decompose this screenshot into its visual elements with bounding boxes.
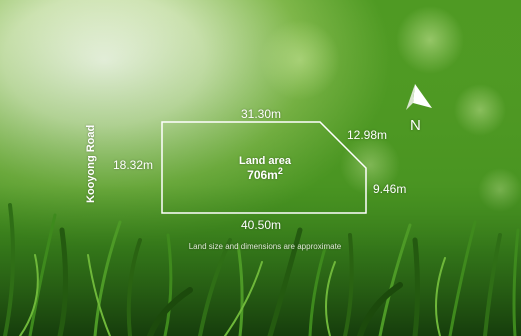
road-name: Kooyong Road [85,124,97,203]
dimension-top: 31.30m [241,107,282,121]
north-label: N [410,117,421,134]
disclaimer-note: Land size and dimensions are approximate [188,242,342,251]
land-area-value-line: 706m2 [222,166,308,183]
lot-outline [161,121,367,214]
land-area-label: Land area [239,155,291,167]
dimension-right: 9.46m [373,182,407,196]
dimension-left: 18.32m [113,158,154,172]
north-arrow-icon [406,84,432,110]
land-area-unit-power: 2 [277,166,283,176]
land-area-block: Land area 706m2 [222,154,308,182]
dimension-bottom: 40.50m [241,218,282,232]
land-area-value: 706m [247,168,278,182]
dimension-top-right-diagonal: 12.98m [347,128,388,142]
